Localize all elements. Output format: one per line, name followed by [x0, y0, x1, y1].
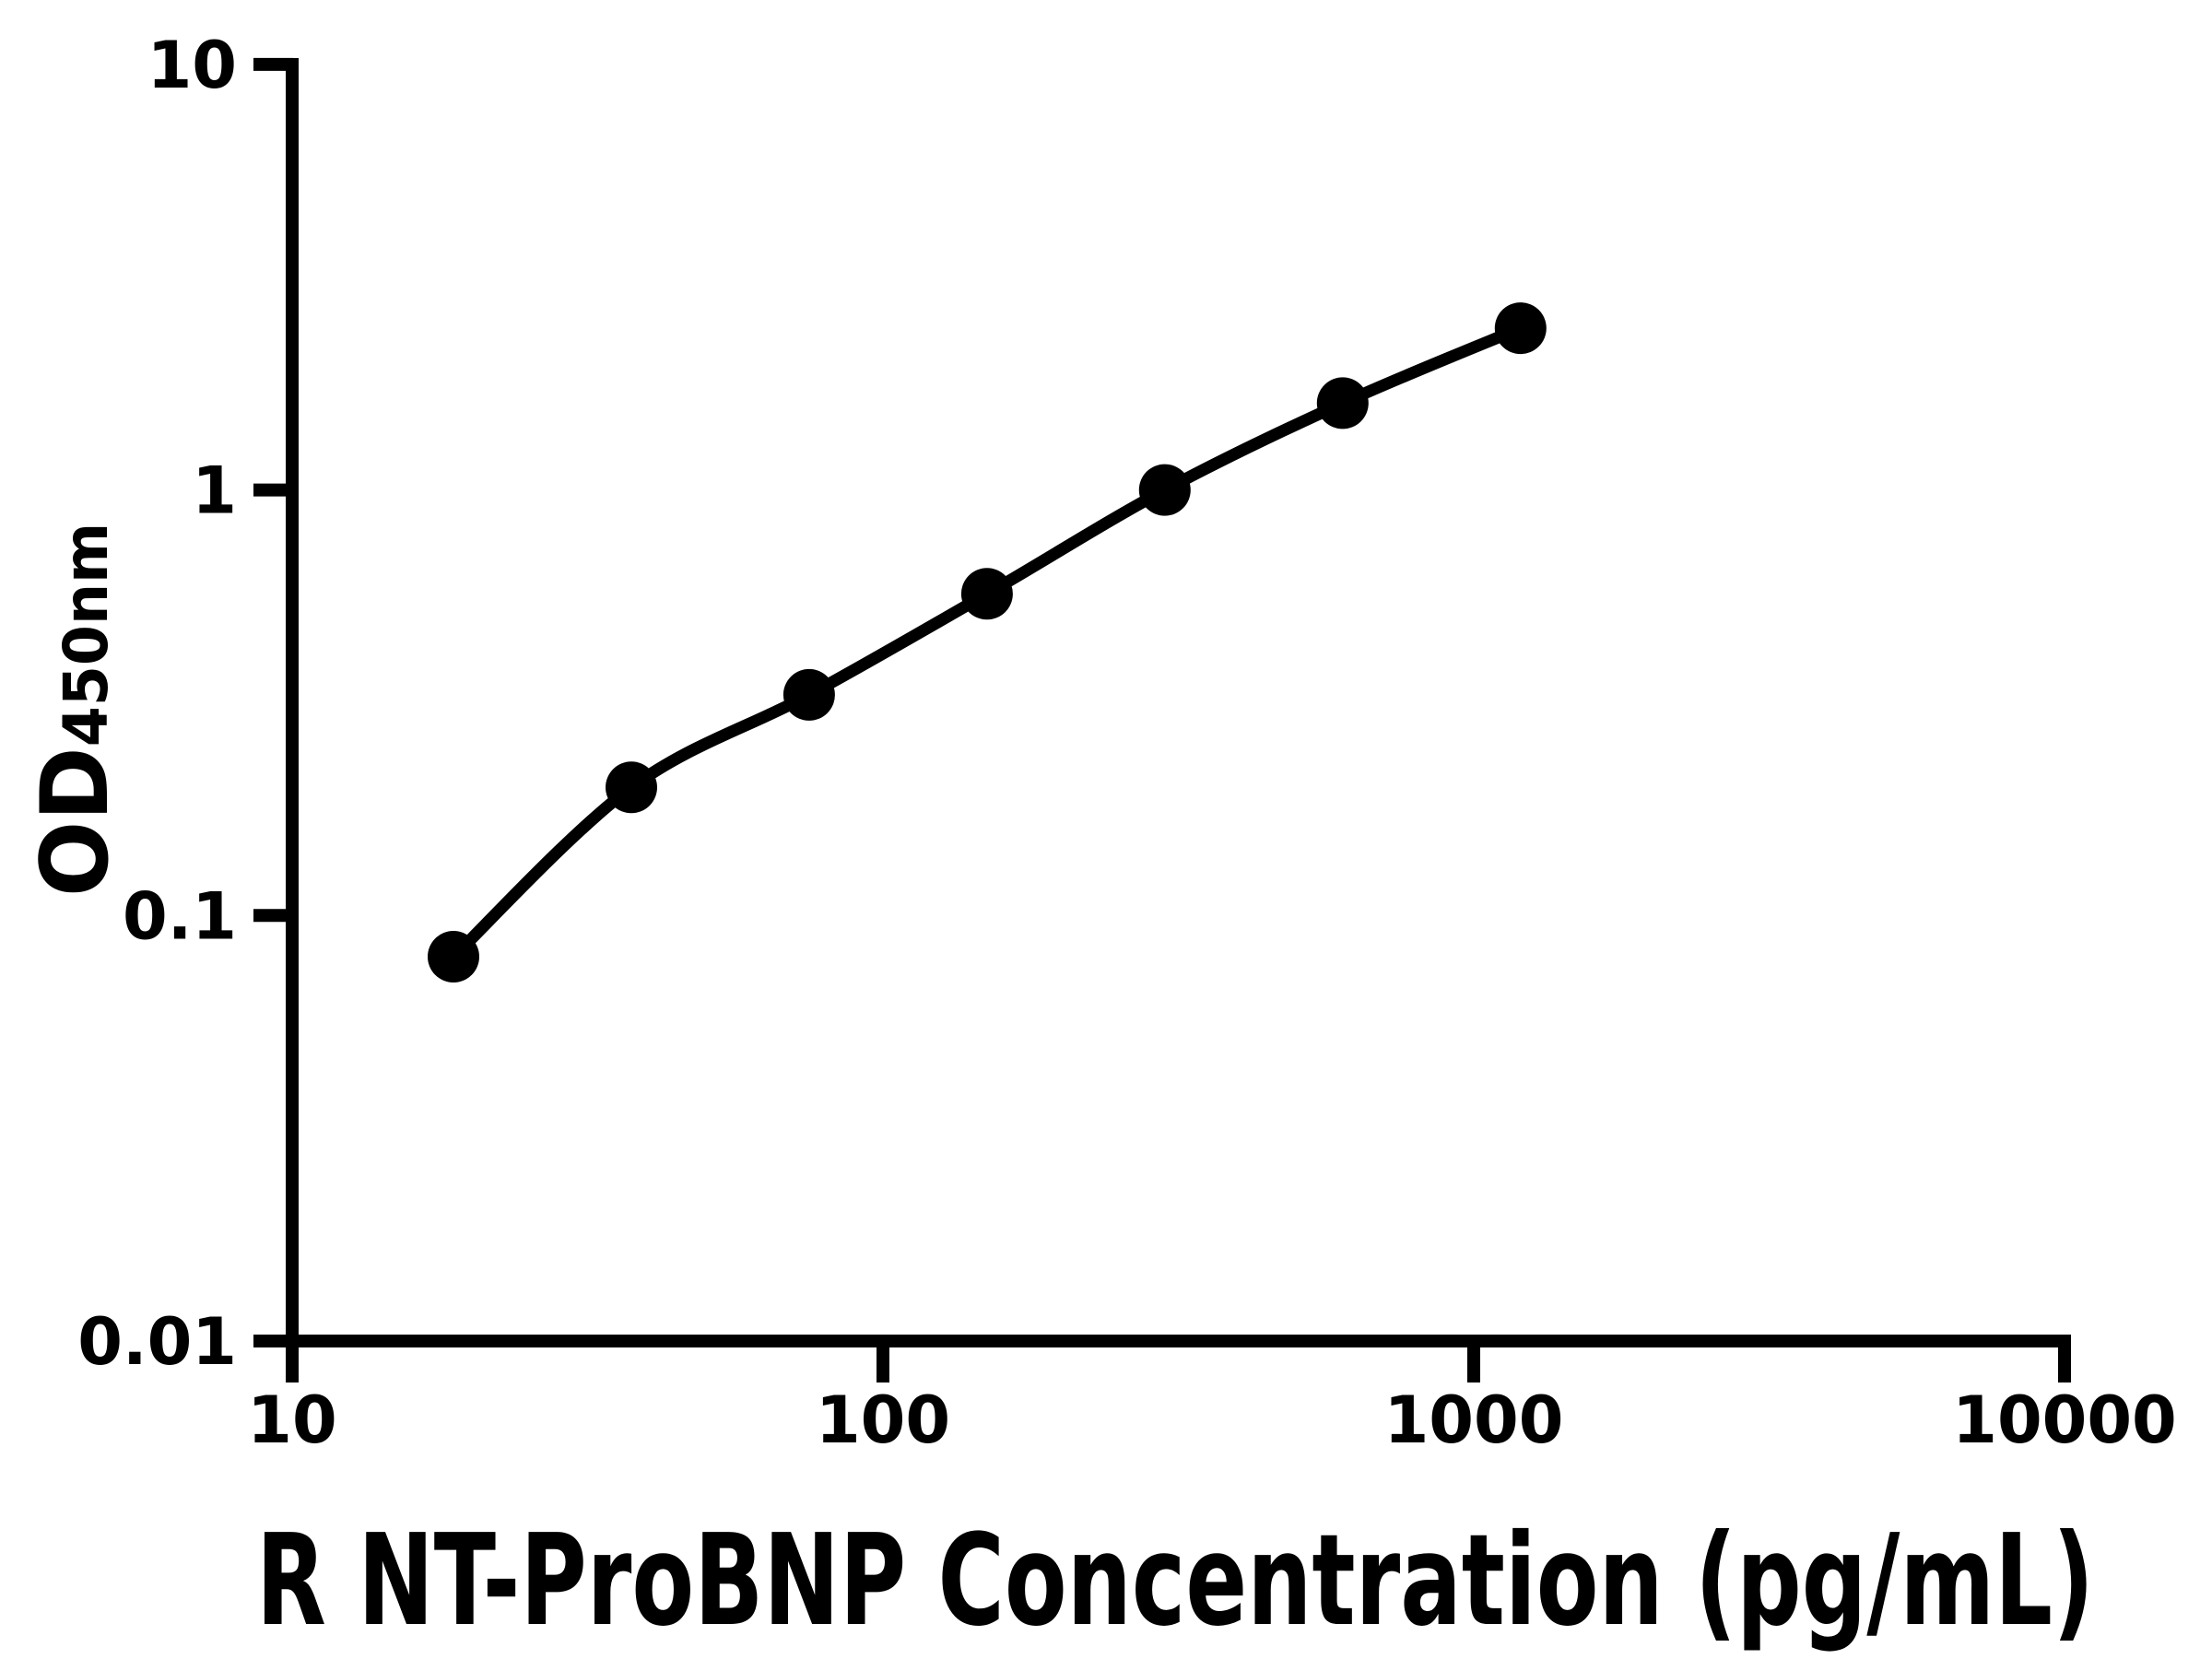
ticks-layer — [253, 57, 2071, 1382]
y-tick-label: 0.01 — [77, 1304, 237, 1380]
x-tick-label: 1000 — [1384, 1382, 1564, 1458]
data-point — [1316, 377, 1369, 429]
data-point — [782, 668, 835, 721]
points-layer — [428, 302, 1547, 982]
data-point — [1494, 302, 1547, 355]
data-point — [1138, 464, 1191, 516]
y-axis-title-sub: 450nm — [52, 523, 123, 747]
y-axis-title: OD450nm — [21, 523, 129, 897]
data-point — [606, 761, 657, 814]
y-tick-label: 0.1 — [123, 878, 237, 954]
y-axis-title-main: OD — [21, 747, 129, 897]
axes-layer — [286, 58, 2071, 1347]
x-tick-label: 100 — [816, 1382, 950, 1458]
data-point — [428, 931, 479, 982]
y-tick-label: 1 — [192, 453, 237, 529]
curve-layer — [449, 323, 1524, 961]
x-axis-title: R NT-ProBNP Concentration (pg/mL) — [256, 1508, 2094, 1655]
x-tick-label: 10 — [247, 1382, 336, 1458]
x-tick-label: 10000 — [1952, 1382, 2177, 1458]
y-tick-label: 10 — [147, 28, 237, 103]
data-point — [960, 568, 1013, 620]
fit-curve — [449, 323, 1524, 961]
